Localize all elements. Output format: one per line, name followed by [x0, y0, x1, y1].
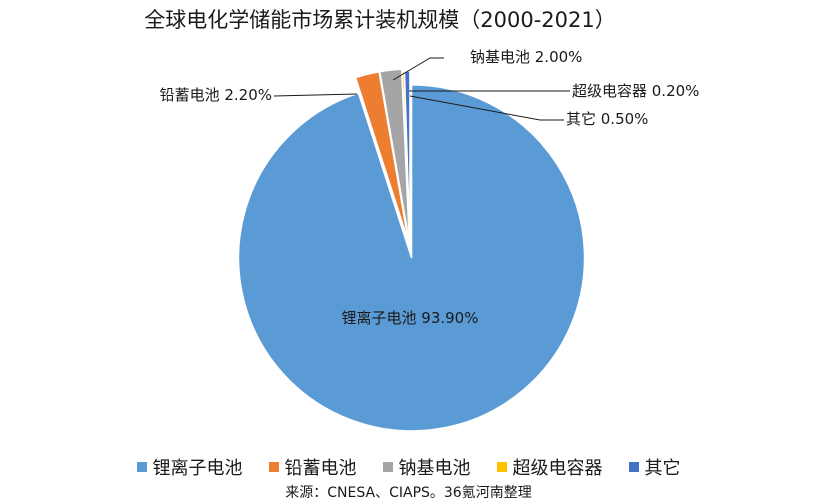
- legend-swatch-lead-acid: [268, 462, 279, 472]
- leader-line-sodium: [392, 57, 444, 81]
- source-note: 来源：CNESA、CIAPS。36氪河南整理: [285, 485, 532, 501]
- pie-slice-lithium-ion: [237, 84, 586, 432]
- pie-slice-lead-acid: [354, 70, 410, 243]
- pie-slices: [237, 68, 586, 432]
- legend-swatch-lithium-ion: [136, 462, 147, 472]
- legend-label-lead-acid: 铅蓄电池: [284, 458, 357, 479]
- pie-slice-sodium: [378, 68, 411, 243]
- legend-swatch-other: [628, 462, 639, 472]
- legend-swatch-sodium: [382, 462, 393, 472]
- chart-title: 全球电化学储能市场累计装机规模（2000-2021）: [144, 8, 616, 32]
- leader-lines: [273, 57, 570, 121]
- legend-item-supercapacitor: 超级电容器: [496, 454, 603, 480]
- leader-line-other: [409, 95, 564, 121]
- data-label-other: 其它 0.50%: [566, 110, 648, 128]
- legend-item-lead-acid: 铅蓄电池: [268, 454, 357, 480]
- legend-item-other: 其它: [628, 454, 681, 480]
- legend-label-sodium: 钠基电池: [398, 458, 471, 479]
- legend-item-lithium-ion: 锂离子电池: [136, 454, 243, 480]
- data-label-sodium: 钠基电池 2.00%: [470, 48, 582, 66]
- data-label-supercapacitor: 超级电容器 0.20%: [572, 82, 699, 100]
- data-label-lithium-ion: 锂离子电池 93.90%: [342, 309, 479, 327]
- legend-item-sodium: 钠基电池: [382, 454, 471, 480]
- legend-label-other: 其它: [644, 458, 681, 479]
- leader-line-lead-acid: [273, 93, 358, 97]
- legend-label-supercapacitor: 超级电容器: [512, 458, 603, 479]
- legend-label-lithium-ion: 锂离子电池: [152, 458, 243, 479]
- slice-labels: 锂离子电池 93.90% 铅蓄电池 2.20% 钠基电池 2.00% 超级电容器 0.…: [160, 48, 700, 327]
- data-label-lead-acid: 铅蓄电池 2.20%: [160, 86, 272, 104]
- legend-swatch-supercapacitor: [496, 462, 507, 472]
- legend: 锂离子电池 铅蓄电池 钠基电池 超级电容器 其它: [0, 454, 817, 480]
